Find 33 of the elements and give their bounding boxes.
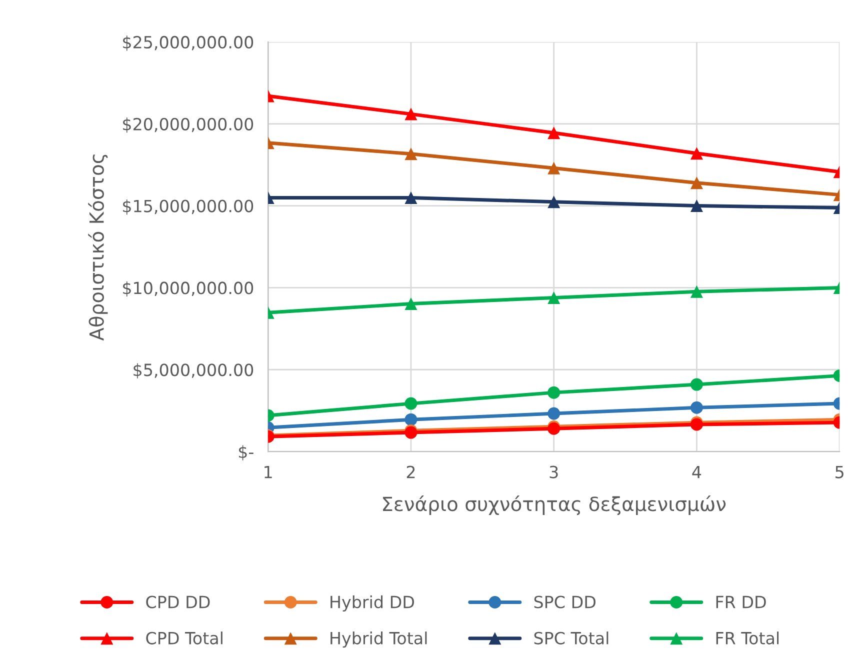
y-tick-label: $15,000,000.00 bbox=[123, 199, 254, 215]
y-tick-label: $10,000,000.00 bbox=[123, 281, 254, 296]
point bbox=[690, 285, 703, 298]
y-tick-label: $25,000,000.00 bbox=[123, 36, 254, 51]
point bbox=[690, 176, 703, 190]
x-axis-title: Σενάριο συχνότητας δεξαμενισμών bbox=[383, 495, 726, 516]
point bbox=[548, 386, 560, 399]
legend-label: Hybrid DD bbox=[330, 595, 414, 612]
legend-label: FR Total bbox=[716, 632, 779, 644]
x-tick-label: 4 bbox=[692, 466, 702, 478]
y-axis-title: Αθροιστικό Κόστος bbox=[88, 154, 108, 341]
point bbox=[548, 162, 560, 174]
x-tick-label: 5 bbox=[836, 466, 844, 478]
x-tick-label: 1 bbox=[264, 466, 272, 478]
legend-label: SPC Total bbox=[534, 632, 608, 644]
y-tick-label: $20,000,000.00 bbox=[123, 118, 254, 133]
legend-label: FR DD bbox=[716, 596, 766, 608]
point bbox=[548, 291, 560, 304]
x-tick-label: 3 bbox=[550, 466, 558, 478]
point bbox=[690, 378, 703, 391]
point bbox=[690, 401, 703, 414]
legend-label: SPC DD bbox=[534, 596, 596, 608]
legend-label: Hybrid Total bbox=[330, 632, 427, 648]
point bbox=[548, 407, 560, 420]
legend-label: CPD Total bbox=[146, 632, 222, 644]
x-tick-label: 2 bbox=[406, 466, 415, 478]
point bbox=[690, 200, 703, 212]
point bbox=[548, 126, 560, 140]
point bbox=[690, 147, 703, 160]
y-tick-label: $5,000,000.00 bbox=[134, 363, 254, 378]
y-tick-label: $- bbox=[238, 445, 254, 460]
point bbox=[548, 196, 560, 208]
legend-label: CPD DD bbox=[146, 596, 210, 608]
